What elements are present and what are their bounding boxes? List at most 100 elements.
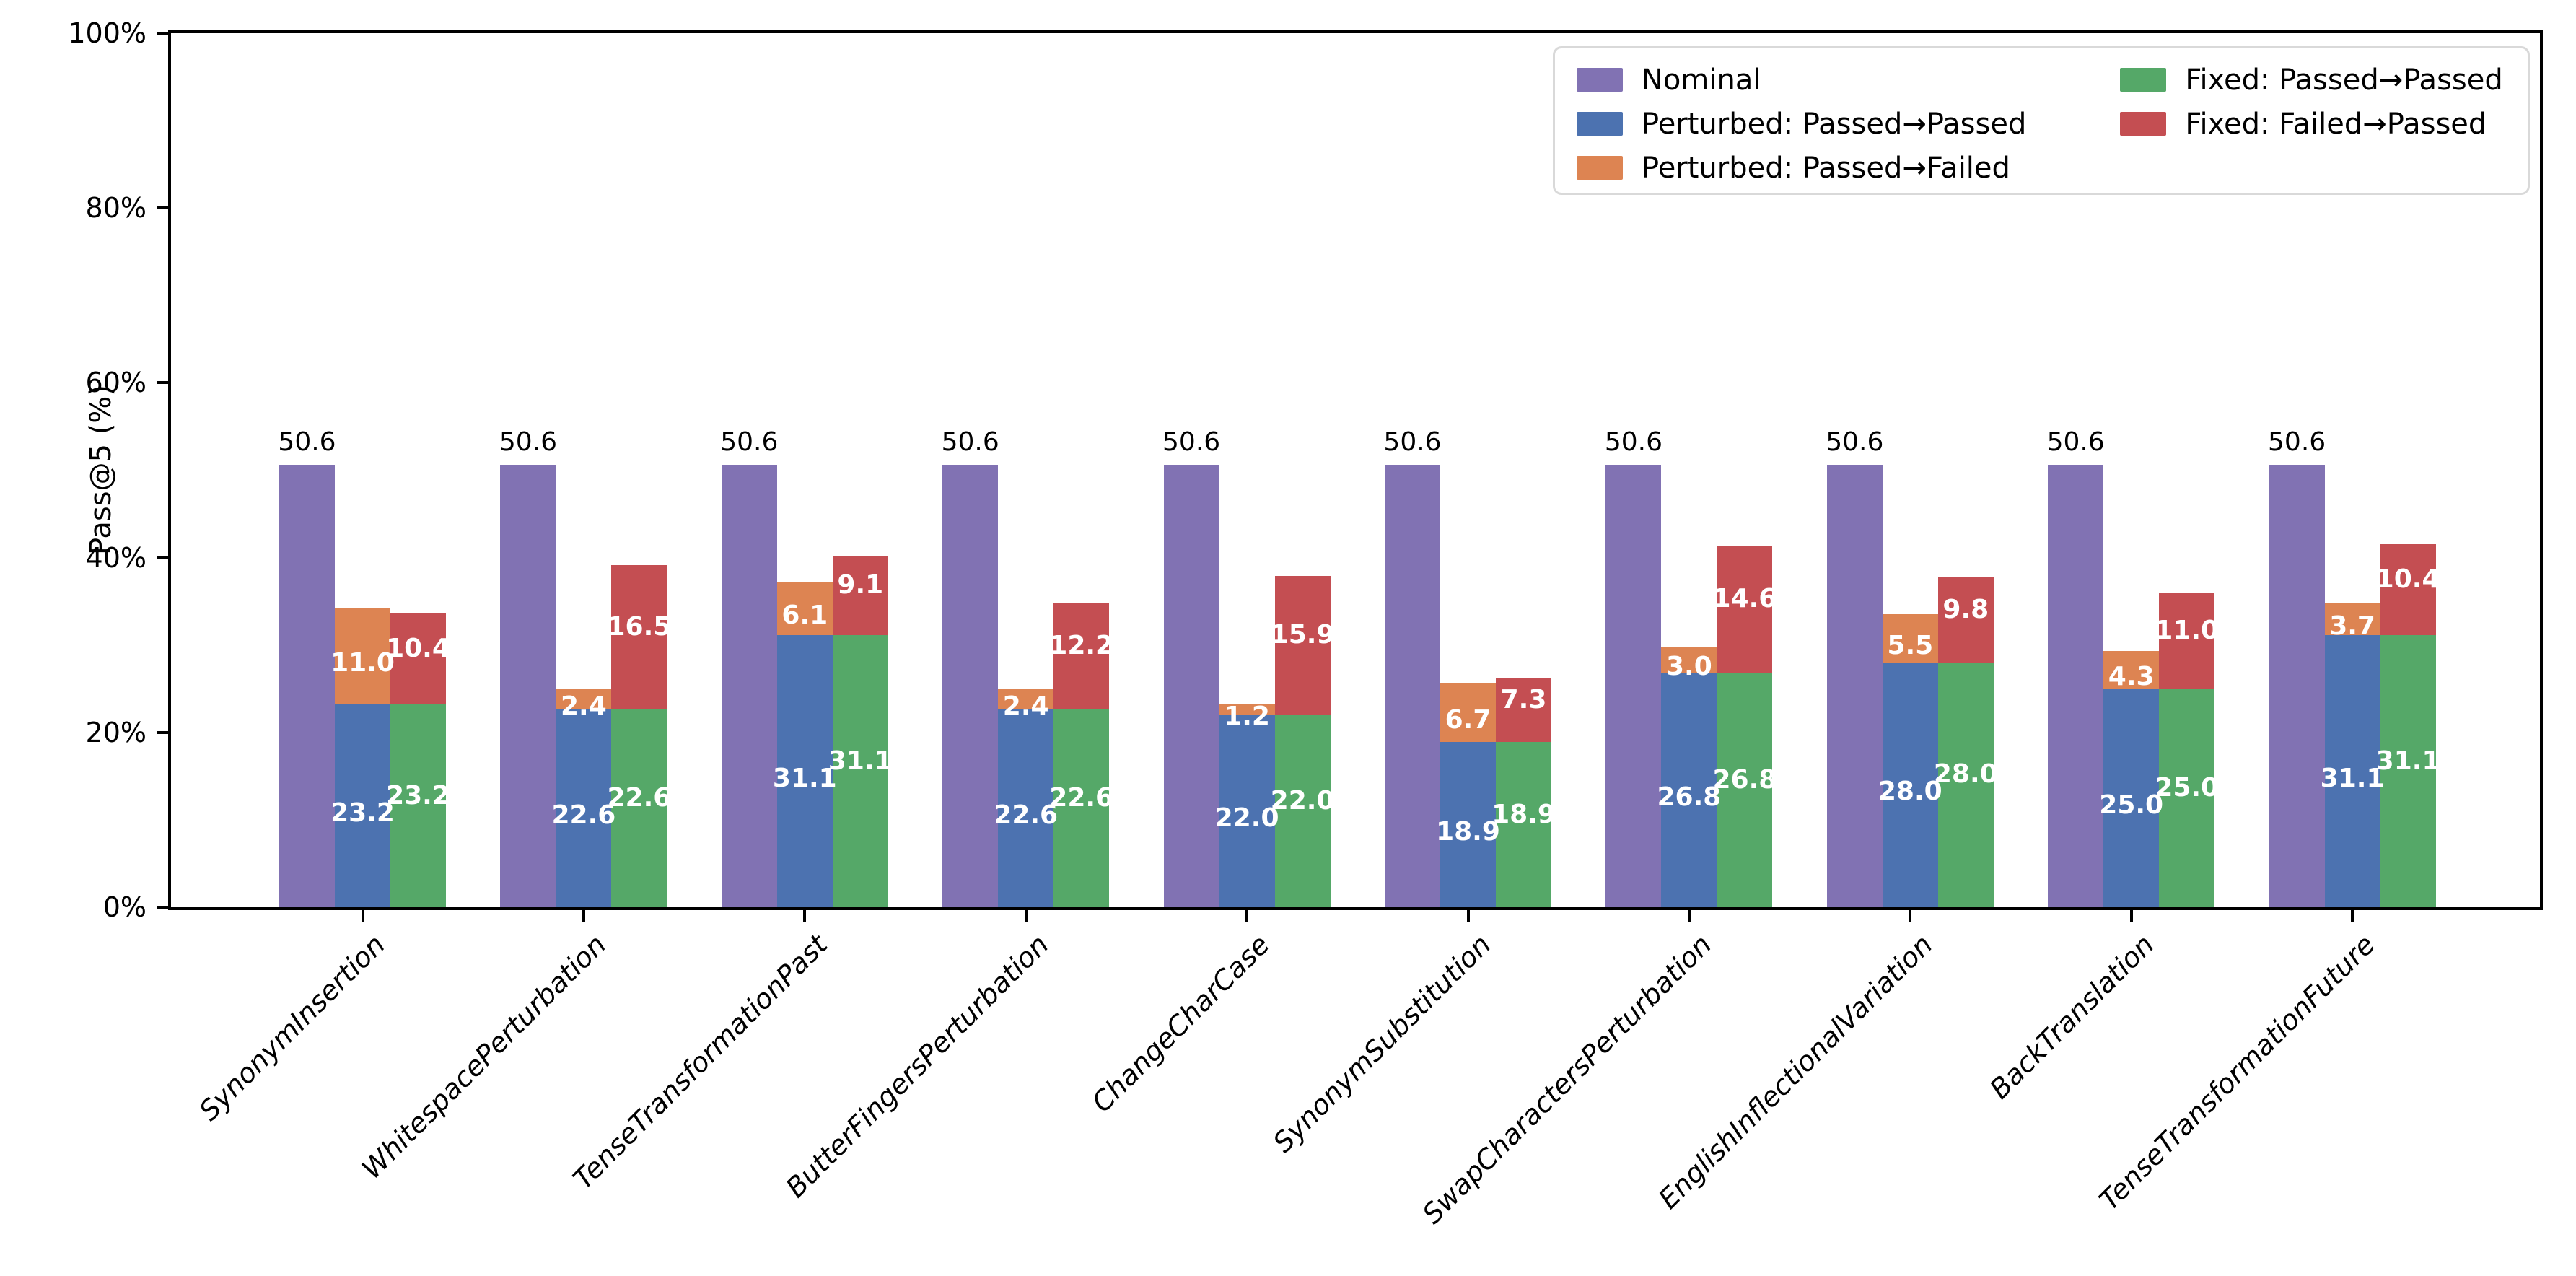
y-tick-label-60%: 60% <box>85 367 146 399</box>
bar-perturbed-passed-failed-TenseTransformationPast <box>776 582 833 636</box>
bar-label-nominal-ButterFingersPerturbation: 50.6 <box>941 427 999 458</box>
bar-label-perturbed-passed-passed-SwapCharactersPerturbation: 26.8 <box>1657 782 1722 812</box>
bar-perturbed-passed-passed-BackTranslation <box>2103 689 2160 907</box>
bar-label-perturbed-passed-passed-EnglishInflectionalVariation: 28.0 <box>1878 777 1942 807</box>
bar-label-perturbed-passed-failed-SwapCharactersPerturbation: 3.0 <box>1666 652 1712 682</box>
bar-perturbed-passed-failed-TenseTransformationFuture <box>2324 603 2380 636</box>
bar-label-perturbed-passed-passed-SynonymSubstitution: 18.9 <box>1436 816 1500 847</box>
bar-perturbed-passed-passed-SwapCharactersPerturbation <box>1661 673 1717 907</box>
bar-perturbed-passed-failed-BackTranslation <box>2103 651 2160 689</box>
bar-label-fixed-passed-passed-SynonymInsertion: 23.2 <box>386 780 450 810</box>
bar-perturbed-passed-passed-WhitespacePerturbation <box>556 709 612 907</box>
axis-spine-bottom <box>168 907 2543 910</box>
bar-label-fixed-passed-passed-EnglishInflectionalVariation: 28.0 <box>1933 759 1998 790</box>
bar-label-perturbed-passed-passed-TenseTransformationPast: 31.1 <box>772 763 837 793</box>
bar-fixed-failed-passed-TenseTransformationFuture <box>2380 544 2436 636</box>
bar-label-fixed-failed-passed-WhitespacePerturbation: 16.5 <box>607 612 672 642</box>
x-tick-label-SynonymSubstitution: SynonymSubstitution <box>1266 928 1497 1159</box>
bar-perturbed-passed-failed-ButterFingersPerturbation <box>998 689 1054 710</box>
bar-label-perturbed-passed-failed-SynonymInsertion: 11.0 <box>330 648 395 678</box>
bar-fixed-failed-passed-SwapCharactersPerturbation <box>1717 545 1773 673</box>
legend-swatch-nominal <box>1577 68 1623 92</box>
y-tick-label-0%: 0% <box>102 891 146 923</box>
bar-label-perturbed-passed-failed-WhitespacePerturbation: 2.4 <box>561 691 607 721</box>
bar-label-fixed-failed-passed-EnglishInflectionalVariation: 9.8 <box>1942 594 1989 624</box>
x-tick-WhitespacePerturbation <box>582 907 585 922</box>
legend-label-fixed-failed-passed: Fixed: Failed→Passed <box>2185 107 2487 141</box>
bar-label-fixed-passed-passed-SwapCharactersPerturbation: 26.8 <box>1712 764 1777 795</box>
legend-item-perturbed-passed-failed: Perturbed: Passed→Failed <box>1577 151 2026 185</box>
bar-fixed-passed-passed-EnglishInflectionalVariation <box>1937 662 1994 907</box>
y-tick-label-40%: 40% <box>85 541 146 574</box>
legend-item-nominal: Nominal <box>1577 63 2026 97</box>
x-tick-label-ChangeCharCase: ChangeCharCase <box>1085 928 1276 1119</box>
bar-fixed-passed-passed-ButterFingersPerturbation <box>1053 709 1110 907</box>
bar-nominal-BackTranslation <box>2048 465 2104 907</box>
bar-perturbed-passed-passed-ButterFingersPerturbation <box>998 709 1054 907</box>
bar-fixed-failed-passed-EnglishInflectionalVariation <box>1937 577 1994 663</box>
x-tick-TenseTransformationFuture <box>2351 907 2354 922</box>
bar-perturbed-passed-passed-TenseTransformationFuture <box>2324 635 2380 907</box>
bar-fixed-passed-passed-BackTranslation <box>2159 689 2215 907</box>
bar-label-perturbed-passed-failed-EnglishInflectionalVariation: 5.5 <box>1887 630 1934 660</box>
bar-label-fixed-failed-passed-ButterFingersPerturbation: 12.2 <box>1049 631 1114 661</box>
bar-label-perturbed-passed-passed-WhitespacePerturbation: 22.6 <box>551 800 616 831</box>
legend-swatch-fixed-failed-passed <box>2120 112 2167 136</box>
legend-label-perturbed-passed-failed: Perturbed: Passed→Failed <box>1642 151 2010 185</box>
bar-perturbed-passed-passed-EnglishInflectionalVariation <box>1882 662 1938 907</box>
bar-perturbed-passed-passed-SynonymSubstitution <box>1440 742 1496 907</box>
y-axis-title: Pass@5 (%) <box>84 385 118 555</box>
legend-column-2: Fixed: Passed→Passed Fixed: Failed→Passe… <box>2120 63 2503 141</box>
bar-label-perturbed-passed-passed-BackTranslation: 25.0 <box>2099 790 2164 820</box>
legend-swatch-perturbed-passed-failed <box>1577 156 1623 180</box>
bar-label-perturbed-passed-passed-SynonymInsertion: 23.2 <box>330 798 395 828</box>
bar-fixed-passed-passed-ChangeCharCase <box>1274 715 1331 907</box>
bar-label-nominal-ChangeCharCase: 50.6 <box>1162 427 1221 458</box>
bar-label-nominal-SwapCharactersPerturbation: 50.6 <box>1604 427 1662 458</box>
bar-perturbed-passed-failed-EnglishInflectionalVariation <box>1882 614 1938 663</box>
bar-nominal-WhitespacePerturbation <box>500 465 556 907</box>
bar-perturbed-passed-failed-WhitespacePerturbation <box>556 689 612 710</box>
bar-label-fixed-failed-passed-TenseTransformationFuture: 10.4 <box>2375 564 2440 595</box>
bar-nominal-ChangeCharCase <box>1163 465 1219 907</box>
bar-nominal-SwapCharactersPerturbation <box>1605 465 1662 907</box>
bar-label-fixed-passed-passed-TenseTransformationPast: 31.1 <box>828 746 893 776</box>
y-tick-0% <box>157 906 171 909</box>
x-tick-SwapCharactersPerturbation <box>1687 907 1691 922</box>
bar-fixed-passed-passed-TenseTransformationPast <box>832 635 888 907</box>
bar-label-perturbed-passed-failed-BackTranslation: 4.3 <box>2108 662 2155 692</box>
legend-swatch-fixed-passed-passed <box>2120 68 2167 92</box>
bar-label-fixed-failed-passed-BackTranslation: 11.0 <box>2155 615 2220 645</box>
bar-label-fixed-passed-passed-ChangeCharCase: 22.0 <box>1270 785 1335 816</box>
axis-spine-right <box>2540 30 2543 910</box>
y-tick-label-80%: 80% <box>85 192 146 224</box>
bar-label-perturbed-passed-failed-SynonymSubstitution: 6.7 <box>1445 704 1491 735</box>
bar-label-fixed-failed-passed-SynonymInsertion: 10.4 <box>386 634 450 664</box>
x-tick-label-SynonymInsertion: SynonymInsertion <box>193 928 392 1127</box>
bar-label-nominal-TenseTransformationFuture: 50.6 <box>2268 427 2326 458</box>
bar-perturbed-passed-failed-SynonymInsertion <box>335 608 390 705</box>
bar-label-nominal-TenseTransformationPast: 50.6 <box>720 427 779 458</box>
bar-label-perturbed-passed-passed-ChangeCharCase: 22.0 <box>1214 803 1279 833</box>
bar-fixed-failed-passed-WhitespacePerturbation <box>611 565 667 710</box>
bar-label-fixed-passed-passed-BackTranslation: 25.0 <box>2155 772 2220 803</box>
legend-label-fixed-passed-passed: Fixed: Passed→Passed <box>2185 63 2503 97</box>
y-tick-20% <box>157 730 171 734</box>
x-tick-label-BackTranslation: BackTranslation <box>1983 928 2160 1106</box>
bar-label-nominal-SynonymSubstitution: 50.6 <box>1383 427 1442 458</box>
bar-perturbed-passed-failed-SwapCharactersPerturbation <box>1661 647 1717 673</box>
bar-fixed-failed-passed-TenseTransformationPast <box>832 556 888 636</box>
x-tick-label-WhitespacePerturbation: WhitespacePerturbation <box>356 928 613 1186</box>
x-tick-BackTranslation <box>2129 907 2133 922</box>
x-tick-TenseTransformationPast <box>803 907 807 922</box>
x-tick-label-ButterFingersPerturbation: ButterFingersPerturbation <box>779 928 1055 1204</box>
y-tick-100% <box>157 32 171 35</box>
y-tick-80% <box>157 206 171 210</box>
bar-fixed-passed-passed-SynonymSubstitution <box>1496 742 1551 907</box>
bar-fixed-passed-passed-TenseTransformationFuture <box>2380 635 2436 907</box>
bar-nominal-SynonymInsertion <box>279 465 335 907</box>
x-tick-ChangeCharCase <box>1245 907 1249 922</box>
bar-label-nominal-SynonymInsertion: 50.6 <box>278 427 336 458</box>
